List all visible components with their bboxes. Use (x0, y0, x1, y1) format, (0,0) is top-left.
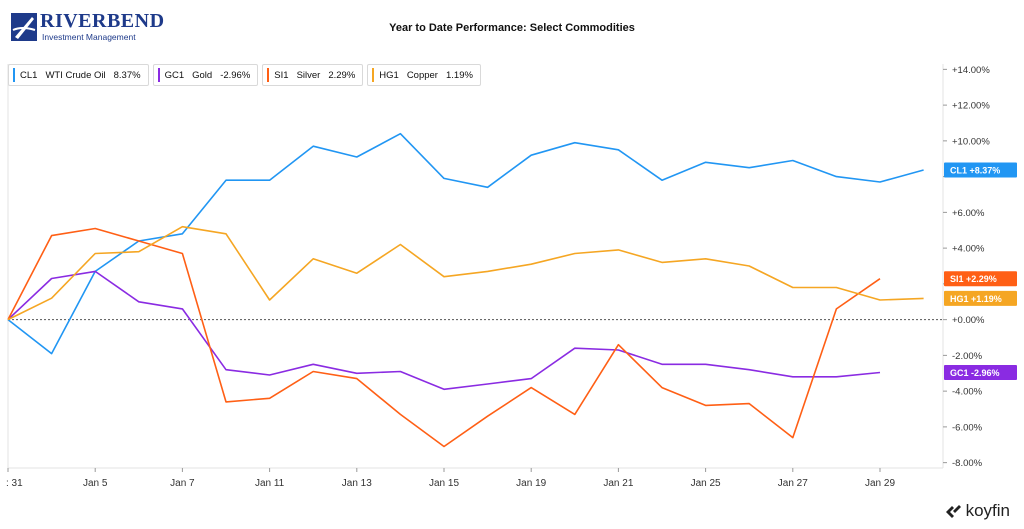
legend-name: Gold (192, 69, 213, 81)
legend: CL1 WTI Crude Oil 8.37% GC1 Gold -2.96% … (8, 64, 481, 86)
legend-value: 8.37% (113, 69, 141, 81)
series-line-hg1 (7, 225, 924, 321)
end-label-text-gc1: GC1 -2.96% (950, 368, 1000, 378)
logo-subtitle: Investment Management (42, 32, 136, 42)
series-line-gc1 (7, 270, 881, 391)
legend-value: 1.19% (445, 69, 473, 81)
end-label-hg1 (944, 290, 1017, 306)
legend-value: -2.96% (220, 69, 251, 81)
series-line-cl1 (7, 132, 924, 355)
legend-value: 2.29% (328, 69, 356, 81)
koyfin-logo-icon (945, 505, 961, 518)
y-tick-label: +12.00% (952, 101, 990, 112)
legend-item-gc1[interactable]: GC1 Gold -2.96% (152, 64, 259, 86)
x-tick-label: Jan 7 (170, 478, 195, 489)
legend-code: HG1 (379, 69, 399, 81)
end-label-gc1 (944, 365, 1017, 381)
x-tick-label: Jan 11 (255, 478, 285, 489)
legend-item-hg1[interactable]: HG1 Copper 1.19% (367, 64, 481, 86)
y-tick-label: +4.00% (952, 244, 985, 255)
legend-swatch-hg1 (372, 68, 375, 82)
x-tick-label: Jan 27 (778, 478, 808, 489)
x-tick-label: : 31 (6, 478, 23, 489)
legend-name: Silver (296, 69, 321, 81)
koyfin-brand-name: koyfin (965, 501, 1010, 520)
legend-code: GC1 (164, 69, 185, 81)
y-tick-label: -8.00% (952, 458, 983, 469)
y-tick-label: +14.00% (952, 65, 990, 76)
legend-swatch-si1 (267, 68, 270, 82)
x-tick-label: Jan 21 (603, 478, 633, 489)
legend-item-cl1[interactable]: CL1 WTI Crude Oil 8.37% (8, 64, 149, 86)
riverbend-logo: RIVERBEND Investment Management (10, 10, 164, 44)
y-tick-label: +10.00% (952, 136, 990, 147)
end-label-si1 (944, 271, 1017, 287)
y-tick-label: -2.00% (952, 351, 983, 362)
x-tick-label: Jan 15 (429, 478, 459, 489)
series-line-si1 (7, 227, 881, 448)
x-tick-label: Jan 29 (865, 478, 895, 489)
y-tick-label: +6.00% (952, 208, 985, 219)
legend-item-si1[interactable]: SI1 Silver 2.29% (262, 64, 364, 86)
x-tick-label: Jan 25 (691, 478, 721, 489)
y-tick-label: -4.00% (952, 387, 983, 398)
end-label-text-hg1: HG1 +1.19% (950, 294, 1002, 304)
logo-name: RIVERBEND (40, 10, 165, 32)
end-label-cl1 (944, 162, 1017, 178)
x-tick-label: Jan 5 (83, 478, 108, 489)
legend-swatch-gc1 (157, 68, 160, 82)
chart-title: Year to Date Performance: Select Commodi… (389, 22, 635, 34)
legend-swatch-cl1 (13, 68, 15, 82)
end-label-text-cl1: CL1 +8.37% (950, 166, 1000, 176)
end-label-text-si1: SI1 +2.29% (950, 274, 997, 284)
legend-code: SI1 (274, 69, 289, 81)
koyfin-brand: koyfin (944, 501, 1010, 521)
legend-code: CL1 (20, 69, 38, 81)
y-tick-label: -6.00% (952, 422, 983, 433)
legend-name: Copper (406, 69, 438, 81)
y-tick-label: +0.00% (952, 315, 985, 326)
riverbend-logo-icon (11, 13, 37, 41)
legend-name: WTI Crude Oil (45, 69, 106, 81)
x-tick-label: Jan 19 (516, 478, 546, 489)
x-tick-label: Jan 13 (342, 478, 372, 489)
